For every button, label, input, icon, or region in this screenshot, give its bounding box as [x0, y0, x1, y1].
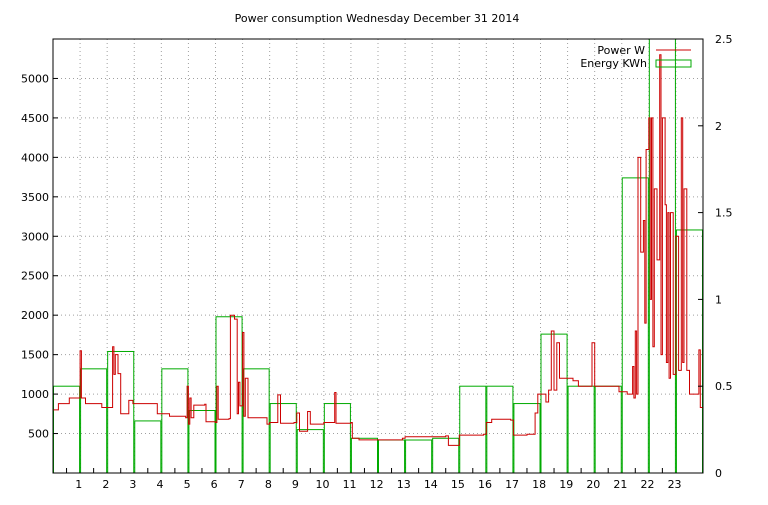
energy-bar: [567, 385, 595, 474]
grid-lines: [53, 39, 703, 473]
legend-box-energy: [655, 59, 692, 68]
x-tick-label: 4: [156, 478, 163, 491]
legend-label-energy: Energy KWh: [580, 57, 647, 70]
x-tick-label: 17: [505, 478, 519, 491]
x-tick-label: 14: [424, 478, 438, 491]
energy-bar: [80, 368, 108, 474]
y-right-tick-label: 2: [715, 120, 722, 133]
power-line: [53, 54, 704, 446]
legend-label-power: Power W: [597, 44, 645, 57]
y-right-tick-label: 2.5: [715, 33, 733, 46]
y-left-tick-label: 1000: [21, 388, 49, 401]
energy-bar: [53, 385, 81, 474]
x-tick-label: 22: [640, 478, 654, 491]
y-left-tick-label: 5000: [21, 72, 49, 85]
x-tick-label: 11: [343, 478, 357, 491]
x-tick-label: 1: [75, 478, 82, 491]
energy-bar: [350, 437, 378, 474]
energy-bar: [513, 403, 541, 474]
x-tick-label: 5: [184, 478, 191, 491]
energy-bar: [134, 420, 162, 474]
plot-border: [52, 38, 704, 474]
power-series: [53, 54, 704, 446]
x-tick-label: 16: [478, 478, 492, 491]
y-right-tick-label: 1: [715, 293, 722, 306]
energy-bar: [161, 368, 189, 474]
y-left-tick-label: 3000: [21, 230, 49, 243]
energy-bar: [486, 385, 514, 474]
axes: 1 2 3 4 5 6 7 8 9 10 11 12 13 14 15 16 17 18 19 20 21 22 23500…: [21, 33, 733, 491]
energy-bar: [296, 429, 324, 474]
legend: Power W Energy KWh: [580, 44, 692, 70]
y-right-tick-label: 0.5: [715, 380, 733, 393]
x-tick-label: 6: [211, 478, 218, 491]
y-left-tick-label: 2500: [21, 270, 49, 283]
x-tick-label: 15: [451, 478, 465, 491]
energy-bar: [188, 410, 216, 474]
x-tick-label: 19: [559, 478, 573, 491]
energy-bar: [242, 368, 270, 474]
x-tick-label: 3: [129, 478, 136, 491]
energy-bar: [323, 403, 351, 474]
energy-bar: [459, 385, 487, 474]
x-tick-label: 8: [265, 478, 272, 491]
x-tick-label: 20: [586, 478, 600, 491]
x-tick-label: 2: [102, 478, 109, 491]
y-left-tick-label: 3500: [21, 191, 49, 204]
x-tick-label: 23: [668, 478, 682, 491]
y-left-tick-label: 500: [28, 428, 49, 441]
x-tick-label: 9: [292, 478, 299, 491]
y-left-tick-label: 2000: [21, 309, 49, 322]
y-right-tick-label: 1.5: [715, 207, 733, 220]
energy-bar: [269, 403, 297, 474]
x-tick-label: 13: [397, 478, 411, 491]
y-left-tick-label: 4000: [21, 151, 49, 164]
energy-bar: [432, 437, 460, 474]
x-tick-label: 7: [238, 478, 245, 491]
energy-bar: [594, 385, 622, 474]
x-tick-label: 12: [370, 478, 384, 491]
x-tick-label: 21: [613, 478, 627, 491]
x-tick-label: 18: [532, 478, 546, 491]
x-tick-label: 10: [315, 478, 329, 491]
y-right-tick-label: 0: [715, 467, 722, 480]
y-left-tick-label: 4500: [21, 112, 49, 125]
chart-title: Power consumption Wednesday December 31 …: [235, 12, 520, 25]
y-left-tick-label: 1500: [21, 349, 49, 362]
